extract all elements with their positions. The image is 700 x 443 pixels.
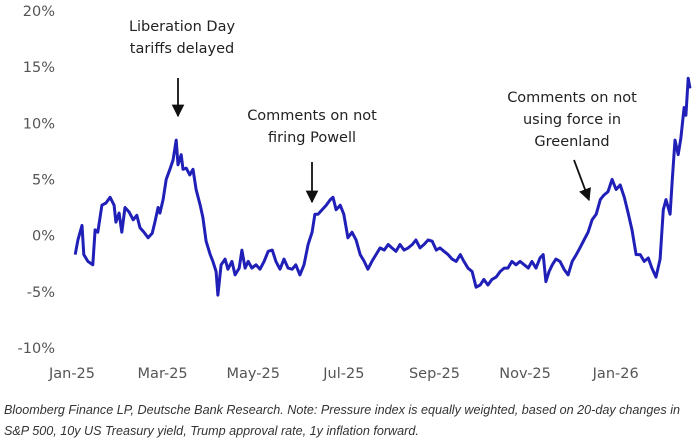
x-tick-label: Jan-26 xyxy=(592,366,639,382)
annotation: Liberation Day xyxy=(129,19,236,35)
y-tick-label: 15% xyxy=(23,60,55,76)
data-line xyxy=(73,76,692,297)
x-tick-label: Jul-25 xyxy=(322,366,364,382)
y-tick-label: 0% xyxy=(32,229,55,245)
y-tick-label: 20% xyxy=(23,4,55,20)
y-tick-label: -10% xyxy=(18,341,55,357)
annotation: Comments on not xyxy=(247,108,377,124)
annotation: using force in xyxy=(523,112,621,128)
annotation: Greenland xyxy=(534,134,609,150)
source-note: Bloomberg Finance LP, Deutsche Bank Rese… xyxy=(4,403,681,438)
x-tick-label: May-25 xyxy=(227,366,280,382)
y-tick-label: 5% xyxy=(32,173,55,189)
y-tick-label: 10% xyxy=(23,116,55,132)
x-tick-label: Jan-25 xyxy=(48,366,95,382)
x-tick-label: Mar-25 xyxy=(138,366,188,382)
x-tick-label: Nov-25 xyxy=(499,366,551,382)
annotation-arrow xyxy=(573,159,591,202)
annotation: tariffs delayed xyxy=(130,41,234,57)
chart: -10% -5% 0% 5% 10% 15% 20% Jan-25 Mar-25 May-25 Ju… xyxy=(18,4,692,382)
annotation: firing Powell xyxy=(268,130,356,146)
annotation: Comments on not xyxy=(507,90,637,106)
x-tick-label: Sep-25 xyxy=(409,366,460,382)
y-tick-label: -5% xyxy=(27,285,55,301)
